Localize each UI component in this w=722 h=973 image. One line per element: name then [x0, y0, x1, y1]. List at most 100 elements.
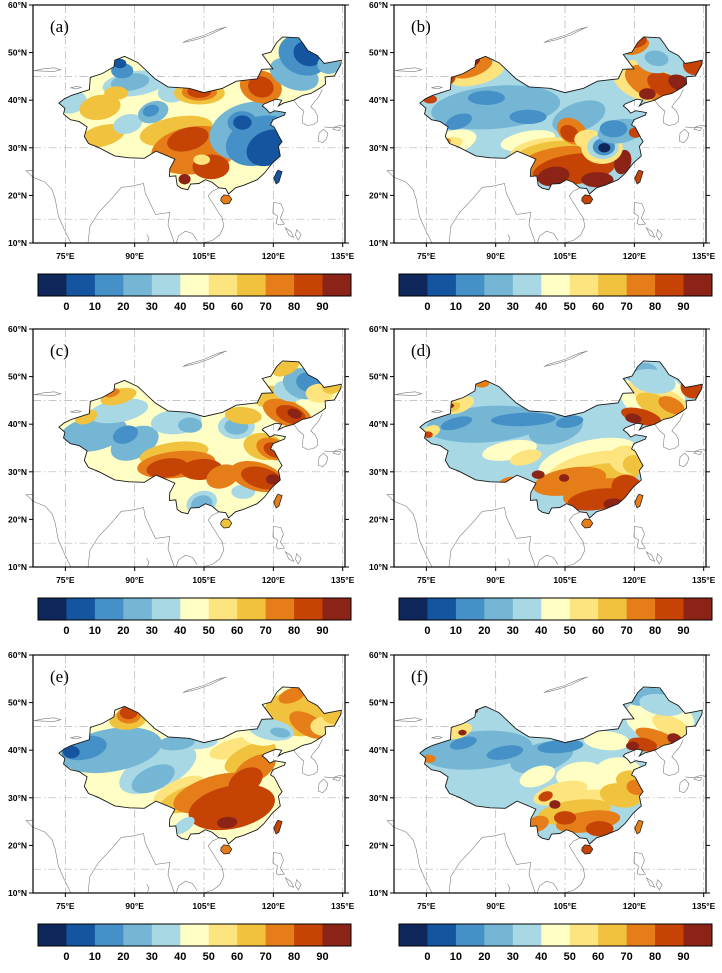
map-frame: [32, 4, 346, 244]
lon-tick-label: 120°E: [262, 575, 286, 585]
colorbar-tick-label: 40: [535, 301, 547, 313]
colorbar-tick-label: 10: [89, 625, 101, 637]
lon-tick-label: 90°E: [125, 251, 144, 261]
map-panel-e: 60°N 50°N 40°N 30°N 20°N 10°N 75°E 90°E 105°E 120…: [0, 650, 361, 973]
colorbar-tick-label: 70: [260, 625, 272, 637]
lon-tick-label: 120°E: [262, 901, 286, 911]
colorbar-tick-label: 30: [146, 301, 158, 313]
lat-tick-label: 50°N: [369, 372, 388, 382]
contour-fill: [419, 686, 703, 845]
lat-tick-labels: 60°N 50°N 40°N 30°N 20°N 10°N: [8, 650, 27, 898]
neighbor-coastlines: [25, 676, 346, 894]
colorbar-tick-label: 80: [649, 951, 661, 963]
colorbar-tick-label: 90: [316, 301, 328, 313]
colorbar-tick-label: 0: [63, 951, 69, 963]
contour-fill: [419, 360, 703, 519]
lon-tick-label: 120°E: [623, 251, 647, 261]
china-outline: [419, 36, 703, 195]
taiwan-island: [273, 169, 283, 185]
colorbar-tick-label: 40: [174, 625, 186, 637]
lat-tick-label: 40°N: [8, 95, 27, 105]
lat-tick-label: 10°N: [369, 238, 388, 248]
colorbar-tick-label: 60: [592, 301, 604, 313]
lat-tick-labels: 60°N 50°N 40°N 30°N 20°N 10°N: [8, 0, 27, 248]
lat-tick-label: 40°N: [8, 745, 27, 755]
contour-fill: [419, 36, 703, 195]
lon-tick-label: 90°E: [125, 901, 144, 911]
axis-ticks: [29, 654, 349, 897]
lat-tick-label: 50°N: [369, 698, 388, 708]
china-outline: [58, 360, 342, 519]
lon-tick-label: 120°E: [623, 901, 647, 911]
colorbar: 0 10 20 30 40 50 60 70 80 90: [37, 273, 352, 313]
colorbar-tick-label: 60: [592, 951, 604, 963]
lat-tick-label: 50°N: [8, 698, 27, 708]
lat-tick-label: 50°N: [369, 48, 388, 58]
taiwan-island: [273, 493, 283, 509]
map-frame: [32, 654, 346, 894]
colorbar-tick-label: 20: [117, 625, 129, 637]
taiwan-island: [634, 819, 644, 835]
colorbar-tick-label: 10: [89, 301, 101, 313]
lon-tick-label: 105°E: [553, 575, 577, 585]
lon-tick-label: 75°E: [56, 575, 75, 585]
panel-label: (d): [411, 341, 431, 360]
colorbar-tick-label: 80: [288, 625, 300, 637]
lon-tick-labels: 75°E 90°E 105°E 120°E 135°E: [417, 251, 716, 261]
lat-tick-label: 30°N: [8, 793, 27, 803]
hainan-island: [581, 518, 594, 529]
colorbar-tick-label: 70: [621, 625, 633, 637]
lon-tick-label: 105°E: [192, 575, 216, 585]
lat-tick-label: 10°N: [369, 888, 388, 898]
lon-tick-labels: 75°E 90°E 105°E 120°E 135°E: [56, 251, 355, 261]
lat-tick-label: 60°N: [8, 324, 27, 334]
hainan-island: [220, 844, 233, 855]
colorbar-tick-label: 90: [677, 951, 689, 963]
colorbar-tick-label: 70: [621, 301, 633, 313]
colorbar: 0 10 20 30 40 50 60 70 80 90: [398, 923, 713, 963]
lat-tick-labels: 60°N 50°N 40°N 30°N 20°N 10°N: [369, 650, 388, 898]
colorbar-tick-label: 50: [203, 951, 215, 963]
colorbar-tick-label: 0: [424, 301, 430, 313]
lon-tick-labels: 75°E 90°E 105°E 120°E 135°E: [56, 901, 355, 911]
colorbar-tick-label: 90: [316, 951, 328, 963]
map-svg-a: 60°N 50°N 40°N 30°N 20°N 10°N 75°E 90°E 105°E 120…: [8, 0, 355, 313]
lat-tick-label: 30°N: [8, 467, 27, 477]
colorbar-tick-label: 20: [478, 625, 490, 637]
lon-tick-label: 75°E: [417, 901, 436, 911]
lat-tick-label: 60°N: [369, 324, 388, 334]
neighbor-coastlines: [386, 676, 707, 894]
lat-tick-label: 50°N: [8, 48, 27, 58]
lon-tick-label: 90°E: [486, 251, 505, 261]
lon-tick-label: 90°E: [486, 901, 505, 911]
colorbar-tick-label: 40: [174, 951, 186, 963]
taiwan-island: [634, 169, 644, 185]
map-svg-f: 60°N 50°N 40°N 30°N 20°N 10°N 75°E 90°E 105°E 120…: [369, 650, 716, 963]
panel-label: (f): [411, 667, 428, 686]
hainan-island: [581, 844, 594, 855]
map-svg-b: 60°N 50°N 40°N 30°N 20°N 10°N 75°E 90°E 105°E 120…: [369, 0, 716, 313]
colorbar-tick-label: 40: [535, 625, 547, 637]
colorbar-tick-label: 60: [592, 625, 604, 637]
colorbar: 0 10 20 30 40 50 60 70 80 90: [398, 273, 713, 313]
colorbar-tick-label: 30: [507, 301, 519, 313]
colorbar-tick-label: 70: [260, 301, 272, 313]
map-panel-d: 60°N 50°N 40°N 30°N 20°N 10°N 75°E 90°E 105°E 120…: [361, 324, 722, 650]
taiwan-island: [273, 819, 283, 835]
colorbar-tick-label: 60: [231, 951, 243, 963]
china-outline: [419, 360, 703, 519]
colorbar-tick-label: 20: [117, 301, 129, 313]
map-svg-e: 60°N 50°N 40°N 30°N 20°N 10°N 75°E 90°E 105°E 120…: [8, 650, 355, 963]
lat-tick-label: 30°N: [369, 143, 388, 153]
lon-tick-label: 135°E: [331, 901, 355, 911]
lat-tick-label: 30°N: [369, 793, 388, 803]
lat-tick-labels: 60°N 50°N 40°N 30°N 20°N 10°N: [369, 0, 388, 248]
hainan-island: [220, 518, 233, 529]
lat-tick-label: 20°N: [369, 514, 388, 524]
lat-tick-label: 30°N: [8, 143, 27, 153]
lon-tick-label: 135°E: [692, 575, 716, 585]
contour-fill: [58, 36, 342, 195]
lat-tick-labels: 60°N 50°N 40°N 30°N 20°N 10°N: [369, 324, 388, 572]
colorbar-border: [398, 597, 713, 621]
